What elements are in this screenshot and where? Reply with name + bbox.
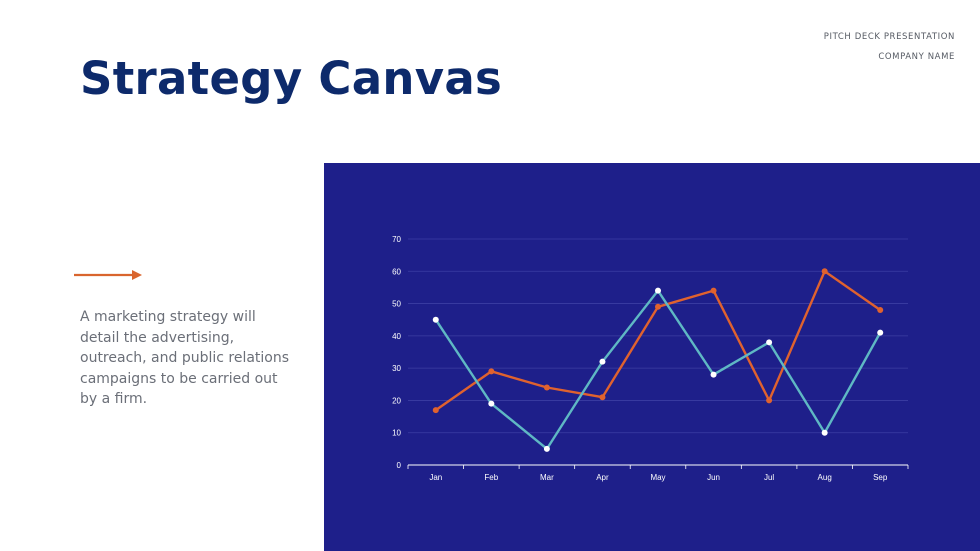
series-point-1	[710, 287, 717, 294]
series-point-1	[821, 268, 828, 275]
chart-panel: 0 10 20 30 40 50 60 70 Jan Feb Mar Apr May Jun Jul Aug S…	[324, 163, 980, 551]
x-tick-label: Apr	[596, 473, 609, 482]
y-tick-label: 60	[392, 267, 401, 276]
arrow-right-icon	[74, 270, 142, 280]
y-tick-label: 30	[392, 364, 401, 373]
series-point-0	[432, 316, 439, 323]
x-tick-label: Jul	[764, 473, 774, 482]
description-text: A marketing strategy will detail the adv…	[80, 309, 290, 407]
x-tick-label: Mar	[540, 473, 554, 482]
series-point-1	[599, 394, 606, 401]
x-tick-label: Feb	[484, 473, 498, 482]
x-tick-label: Aug	[818, 473, 832, 482]
series-point-1	[432, 407, 439, 414]
series-point-0	[877, 329, 884, 336]
line-chart: 0 10 20 30 40 50 60 70 Jan Feb Mar Apr May Jun Jul Aug S…	[392, 235, 909, 482]
x-tick-label: Sep	[873, 473, 888, 482]
series-point-1	[543, 384, 550, 391]
series-point-0	[766, 339, 773, 346]
page-title: Strategy Canvas	[80, 52, 503, 105]
series-line-1	[434, 288, 882, 451]
series-point-0	[710, 371, 717, 378]
series-point-0	[655, 287, 661, 294]
series-point-1	[877, 307, 884, 314]
series-point-0	[488, 400, 495, 407]
x-tick-label: May	[650, 473, 665, 482]
header-meta: PITCH DECK PRESENTATION COMPANY NAME	[824, 27, 955, 67]
series-point-0	[821, 429, 828, 436]
company-name: COMPANY NAME	[878, 52, 955, 62]
series-point-1	[488, 368, 495, 375]
y-tick-label: 0	[397, 461, 402, 470]
series-point-0	[599, 358, 606, 365]
y-tick-label: 50	[392, 300, 401, 309]
series-point-1	[766, 397, 773, 404]
x-tick-label: Jan	[429, 473, 442, 482]
x-tick-label: Jun	[707, 473, 720, 482]
y-tick-label: 70	[392, 235, 401, 244]
series-point-1	[655, 303, 661, 310]
y-tick-label: 40	[392, 332, 401, 341]
deck-label: PITCH DECK PRESENTATION	[823, 32, 955, 42]
y-tick-label: 20	[392, 396, 401, 405]
y-tick-label: 10	[392, 429, 401, 438]
series-point-0	[543, 445, 550, 452]
